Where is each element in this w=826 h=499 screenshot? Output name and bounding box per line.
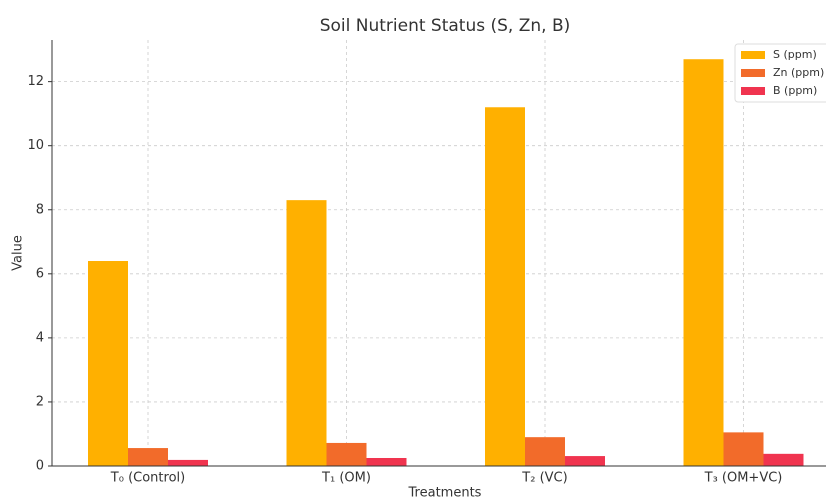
y-tick-label: 12: [27, 74, 44, 89]
y-tick-label: 4: [36, 330, 44, 345]
legend-label: S (ppm): [773, 48, 817, 61]
legend-label: Zn (ppm): [773, 66, 824, 79]
x-tick-label: T₃ (OM+VC): [704, 471, 783, 486]
bar: [763, 453, 804, 466]
bar: [286, 200, 327, 466]
y-tick-label: 10: [27, 138, 44, 153]
x-tick-label: T₂ (VC): [521, 471, 567, 486]
bar: [168, 459, 208, 466]
legend-label: B (ppm): [773, 84, 817, 97]
bar: [366, 457, 407, 466]
bar: [88, 261, 128, 466]
y-tick-label: 8: [36, 202, 44, 217]
bar: [485, 107, 525, 467]
legend-swatch: [741, 87, 765, 95]
y-tick-label: 0: [36, 459, 44, 474]
bar: [525, 437, 565, 466]
chart-title: Soil Nutrient Status (S, Zn, B): [320, 16, 571, 36]
y-tick-label: 2: [36, 394, 44, 409]
bar: [723, 432, 764, 466]
x-tick-label: T₁ (OM): [321, 471, 371, 486]
bar: [326, 442, 367, 466]
y-axis-label: Value: [11, 235, 26, 271]
x-tick-label: T₀ (Control): [110, 471, 185, 486]
bar: [128, 448, 168, 466]
bar: [565, 456, 605, 466]
legend-swatch: [741, 69, 765, 77]
x-axis-label: Treatments: [408, 486, 482, 499]
legend-swatch: [741, 51, 765, 59]
y-tick-label: 6: [36, 266, 44, 281]
bar: [683, 59, 724, 466]
